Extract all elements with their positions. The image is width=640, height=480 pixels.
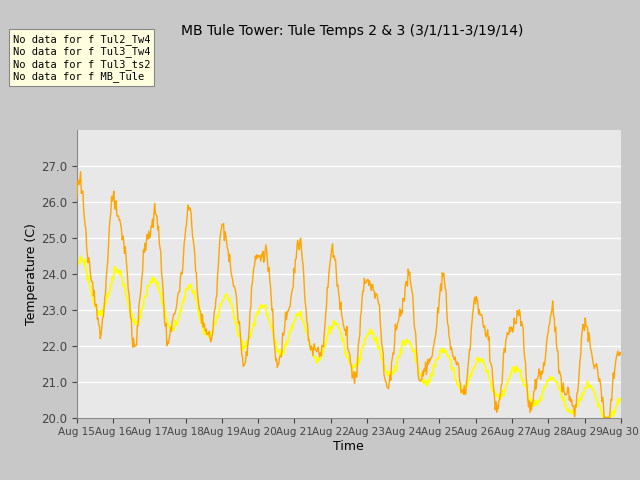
Legend: Tul2_Ts-2, Tul2_Ts-8: Tul2_Ts-2, Tul2_Ts-8 [234, 476, 463, 480]
X-axis label: Time: Time [333, 440, 364, 453]
Y-axis label: Temperature (C): Temperature (C) [25, 223, 38, 324]
Text: No data for f Tul2_Tw4
No data for f Tul3_Tw4
No data for f Tul3_ts2
No data for: No data for f Tul2_Tw4 No data for f Tul… [13, 34, 150, 82]
Text: MB Tule Tower: Tule Temps 2 & 3 (3/1/11-3/19/14): MB Tule Tower: Tule Temps 2 & 3 (3/1/11-… [181, 24, 523, 38]
